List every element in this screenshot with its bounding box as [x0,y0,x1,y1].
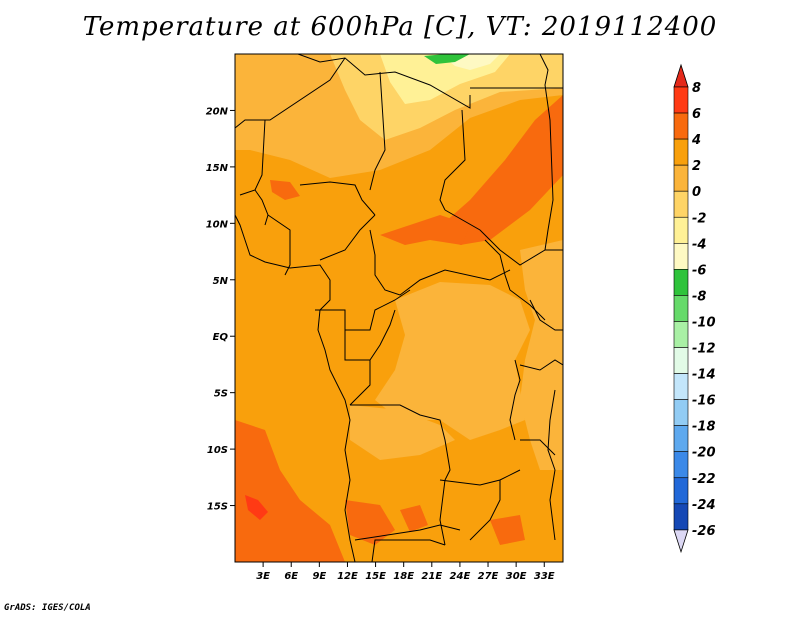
field-congo-cool [375,282,530,440]
lat-tick-label: 5N [213,276,229,287]
colorbar-label: -20 [692,446,716,461]
field-angola-cool [350,405,455,460]
colorbar-label: -10 [692,315,716,330]
field-south-warm-3 [490,515,525,545]
colorbar-label: -14 [692,368,716,383]
colorbar-label: 2 [692,159,701,174]
colorbar-label: 6 [692,107,701,122]
colorbar-segment [673,216,689,244]
colorbar-label: -6 [692,263,706,278]
colorbar-bottom-triangle [673,529,689,554]
field-green-patch [424,54,470,64]
colorbar-segment [673,243,689,270]
field-southwest-hot [245,495,268,520]
field-east-africa-cool [520,240,563,470]
latitude-axis: 20N 15N 10N 5N EQ 5S 10S 15S [206,106,235,513]
lon-tick-label: 24E [450,571,471,582]
lat-tick-label: 10S [207,445,228,456]
field-west-warm [270,180,300,200]
lon-tick-label: 33E [534,571,555,582]
colorbar-label: -22 [692,472,716,487]
colorbar-segment [673,347,689,374]
lat-tick-label: 15N [206,163,229,174]
colorbar-label: -24 [692,498,716,513]
colorbar-label: -16 [692,394,716,409]
lat-tick-label: 5S [214,389,228,400]
grads-credit: GrADS: IGES/COLA [4,603,91,613]
colorbar-segment [673,373,689,400]
colorbar-segment [673,503,689,531]
temperature-field [235,54,563,562]
colorbar-segment [673,269,689,296]
lon-tick-label: 15E [365,571,386,582]
lon-tick-label: 18E [393,571,414,582]
field-south-warm-1 [345,500,395,545]
colorbar-label: -18 [692,420,716,435]
colorbar-label: 4 [691,133,701,148]
lon-tick-label: 21E [421,571,442,582]
lon-tick-label: 9E [312,571,326,582]
colorbar-segment [673,451,689,479]
colorbar-segment [673,86,689,114]
colorbar-segment [673,190,689,218]
colorbar-top-triangle [673,63,689,88]
lat-tick-label: EQ [213,332,229,343]
field-southwest-warm [235,420,345,562]
colorbar-segment [673,425,689,452]
colorbar-label: -12 [692,342,716,357]
colorbar-segment [673,164,689,192]
colorbar-segment [673,295,689,322]
field-central-warm [380,215,470,245]
colorbar-segment [673,399,689,426]
colorbar-label: -8 [692,289,706,304]
colorbar-segment [673,112,689,140]
lon-tick-label: 3E [256,571,270,582]
colorbar-label: -26 [692,524,716,539]
colorbar-segment [673,321,689,348]
colorbar-segment [673,477,689,505]
colorbar-label: -2 [692,211,706,226]
lat-tick-label: 15S [207,502,228,513]
colorbar-label: -4 [692,237,706,252]
longitude-axis: 3E 6E 9E 12E 15E 18E 21E 24E 27E 30E 33E [256,562,555,582]
map-frame [234,53,564,563]
lon-tick-label: 30E [506,571,527,582]
colorbar-segment [673,138,689,166]
lat-tick-label: 20N [206,106,229,117]
map-title: Temperature at 600hPa [C], VT: 201911240… [82,12,718,42]
lon-tick-label: 27E [478,571,499,582]
colorbar-label: 0 [692,185,701,200]
field-east-warm [445,95,563,245]
country-borders [235,54,563,562]
colorbar-label: 8 [692,81,701,96]
lat-tick-label: 10N [206,219,229,230]
colorbar: 8 6 4 2 0 -2 -4 -6 -8 -10 -12 -14 -16 -18 -20 -22 -24 -26 [673,63,716,554]
field-south-warm-2 [400,505,428,532]
lon-tick-label: 6E [284,571,298,582]
lon-tick-label: 12E [337,571,358,582]
